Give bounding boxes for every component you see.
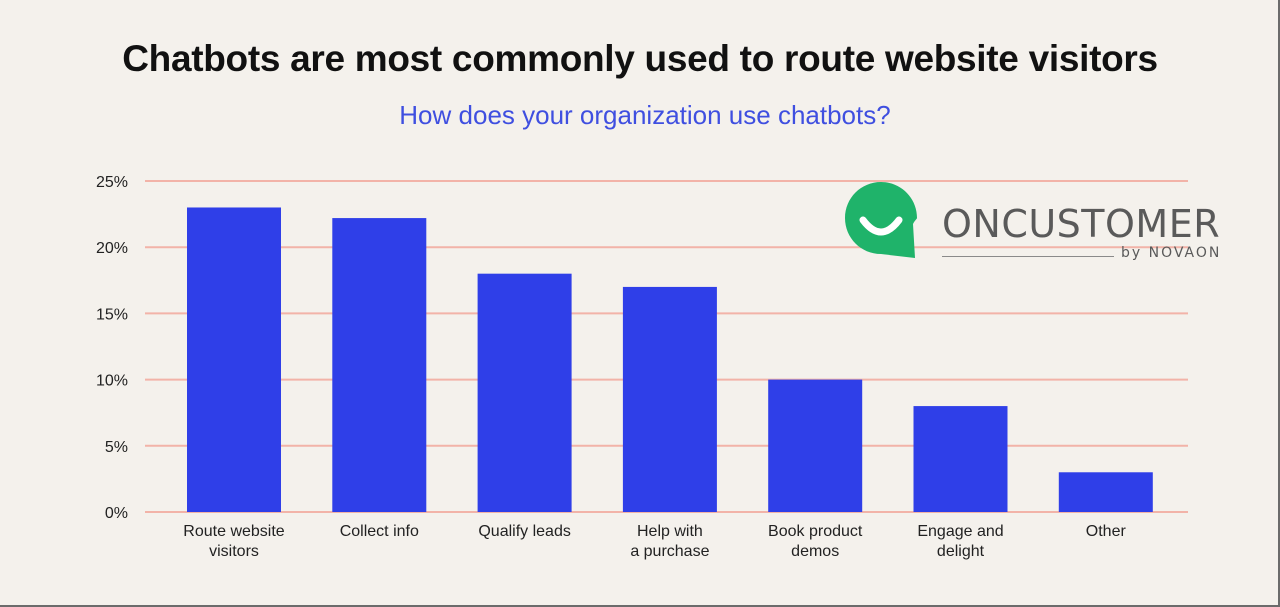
logo-divider [942, 256, 1114, 257]
bar [1058, 472, 1153, 512]
y-tick-label: 10% [96, 373, 128, 390]
bar [622, 286, 717, 512]
bar [477, 273, 572, 512]
chart-subtitle: How does your organization use chatbots? [399, 100, 891, 130]
category-label: Route website visitors [183, 523, 284, 560]
chart-title: Chatbots are most commonly used to route… [122, 38, 1158, 79]
logo-byline: by NOVAON [1121, 245, 1222, 261]
y-tick-label: 15% [96, 306, 128, 323]
bar [913, 406, 1008, 512]
logo-name: ONCUSTOMER [942, 202, 1221, 246]
category-label: Other [1086, 523, 1127, 540]
y-tick-label: 5% [105, 439, 128, 456]
brand-logo: ONCUSTOMER by NOVAON [845, 180, 1245, 270]
category-label: Qualify leads [478, 523, 571, 540]
bar [768, 379, 863, 512]
y-tick-label: 25% [96, 174, 128, 191]
bar [187, 207, 281, 513]
y-tick-label: 0% [105, 505, 128, 522]
category-label: Collect info [340, 523, 419, 540]
bar [332, 218, 427, 512]
category-label: Book product demos [768, 523, 863, 560]
smile-chat-bubble-icon [845, 182, 917, 258]
category-label: Engage and delight [917, 523, 1003, 560]
y-tick-label: 20% [96, 240, 128, 257]
category-label: Help with a purchase [630, 523, 709, 560]
